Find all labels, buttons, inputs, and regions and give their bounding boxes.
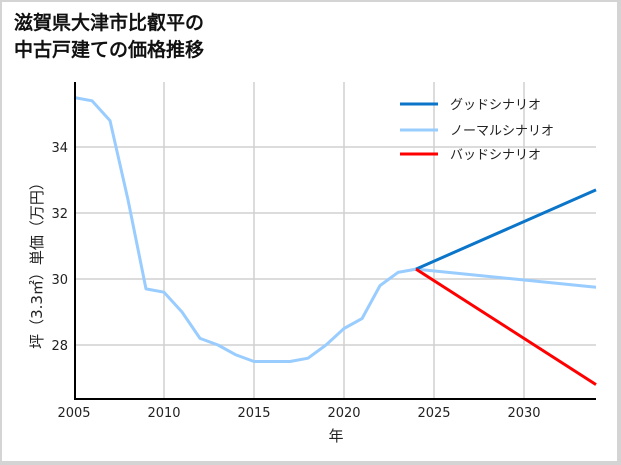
data-lines bbox=[73, 96, 597, 386]
normal-scenario-line bbox=[73, 96, 597, 363]
x-tick-label: 2015 bbox=[237, 406, 270, 421]
legend-label-good: グッドシナリオ bbox=[450, 98, 541, 113]
chart-title-line-1: 滋賀県大津市比叡平の bbox=[14, 12, 205, 34]
legend-item-normal: ノーマルシナリオ bbox=[400, 124, 554, 139]
y-axis-label: 坪（3.3㎡）単価（万円） bbox=[28, 175, 46, 349]
y-tick-labels: 34 32 30 28 bbox=[51, 141, 68, 354]
axes bbox=[74, 82, 596, 400]
x-tick-label: 2005 bbox=[57, 406, 90, 421]
y-tick-label: 30 bbox=[51, 273, 68, 288]
y-tick-label: 28 bbox=[51, 339, 68, 354]
x-tick-label: 2025 bbox=[417, 406, 450, 421]
legend-label-bad: バッドシナリオ bbox=[450, 148, 541, 163]
legend-item-good: グッドシナリオ bbox=[400, 98, 541, 113]
x-tick-label: 2030 bbox=[507, 406, 540, 421]
legend-item-bad: バッドシナリオ bbox=[400, 148, 541, 163]
grid-lines bbox=[75, 82, 596, 399]
x-tick-labels: 2005 2010 2015 2020 2025 2030 bbox=[57, 406, 540, 421]
bad-scenario-line bbox=[415, 267, 597, 386]
good-scenario-line bbox=[415, 188, 597, 271]
y-tick-label: 34 bbox=[51, 141, 68, 156]
legend-label-normal: ノーマルシナリオ bbox=[450, 124, 554, 139]
x-tick-label: 2010 bbox=[147, 406, 180, 421]
y-tick-label: 32 bbox=[51, 207, 68, 222]
chart-title-line-2: 中古戸建ての価格推移 bbox=[14, 39, 205, 61]
x-axis-label: 年 bbox=[328, 427, 343, 445]
chart-title: 滋賀県大津市比叡平の 中古戸建ての価格推移 bbox=[14, 10, 204, 64]
x-tick-label: 2020 bbox=[327, 406, 360, 421]
legend: グッドシナリオ ノーマルシナリオ バッドシナリオ bbox=[400, 98, 554, 163]
